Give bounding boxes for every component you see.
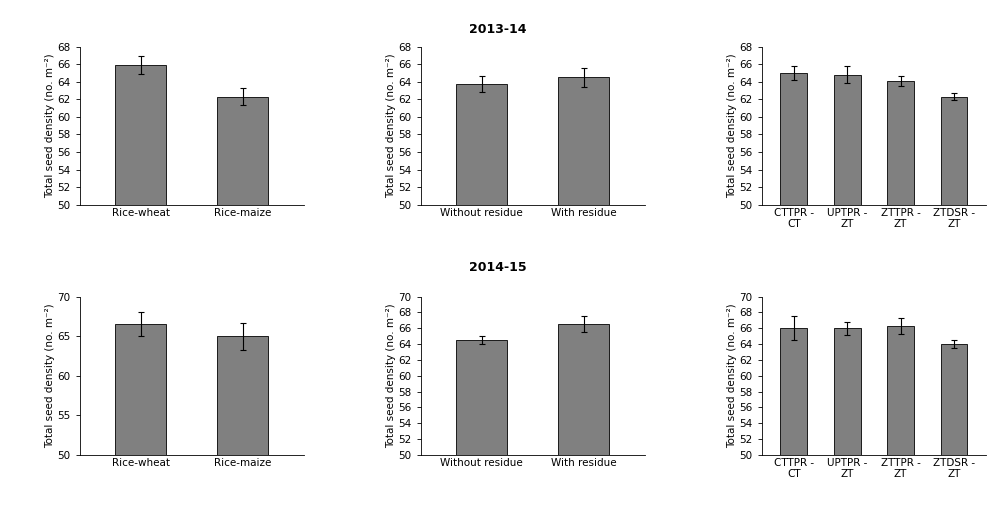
Bar bbox=[217, 97, 268, 205]
Y-axis label: Total seed density (no. m⁻²): Total seed density (no. m⁻²) bbox=[385, 53, 395, 198]
Y-axis label: Total seed density (no. m⁻²): Total seed density (no. m⁻²) bbox=[727, 303, 737, 448]
Text: 2013-14: 2013-14 bbox=[469, 23, 527, 36]
Y-axis label: Total seed density (no. m⁻²): Total seed density (no. m⁻²) bbox=[385, 303, 395, 448]
Bar bbox=[116, 324, 166, 455]
Bar bbox=[940, 344, 967, 455]
Bar bbox=[834, 328, 861, 455]
Bar bbox=[781, 73, 807, 205]
Bar bbox=[940, 97, 967, 205]
Y-axis label: Total seed density (no. m⁻²): Total seed density (no. m⁻²) bbox=[45, 53, 55, 198]
Y-axis label: Total seed density (no. m⁻²): Total seed density (no. m⁻²) bbox=[727, 53, 737, 198]
Bar bbox=[781, 328, 807, 455]
Bar bbox=[456, 340, 507, 455]
Bar bbox=[559, 324, 610, 455]
Bar bbox=[217, 336, 268, 455]
Bar bbox=[887, 326, 914, 455]
Bar bbox=[834, 74, 861, 205]
Bar bbox=[559, 78, 610, 205]
Bar bbox=[456, 84, 507, 205]
Text: 2014-15: 2014-15 bbox=[469, 261, 527, 274]
Bar bbox=[887, 81, 914, 205]
Y-axis label: Total seed density (no. m⁻²): Total seed density (no. m⁻²) bbox=[45, 303, 55, 448]
Bar bbox=[116, 65, 166, 205]
